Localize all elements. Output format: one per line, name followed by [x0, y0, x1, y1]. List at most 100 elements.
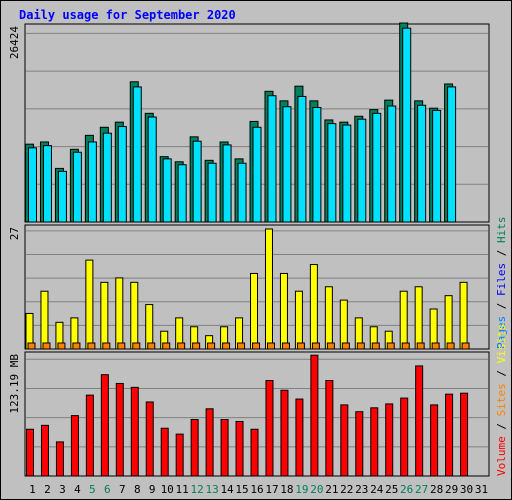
sites-bar: [207, 342, 216, 350]
legend-visits: Visits: [495, 324, 508, 364]
volume-bar: [130, 386, 139, 477]
legend-separator: /: [495, 243, 508, 263]
files-bar: [87, 141, 97, 223]
volume-bar: [250, 428, 259, 477]
sites-bar: [401, 342, 410, 350]
volume-bar: [340, 404, 349, 477]
x-tick-label: 26: [400, 483, 413, 496]
sites-bar: [237, 342, 246, 350]
volume-bar: [445, 393, 454, 477]
files-bar: [222, 144, 232, 223]
visits-bar: [130, 281, 139, 350]
files-bar: [342, 124, 352, 223]
visits-bar: [309, 264, 318, 350]
visits-bar: [279, 272, 288, 350]
volume-bar: [355, 411, 364, 477]
volume-bar: [175, 433, 184, 477]
files-bar: [28, 147, 37, 223]
x-tick-label: 11: [176, 483, 189, 496]
files-bar: [72, 151, 82, 223]
x-tick-label: 3: [59, 483, 66, 496]
x-tick-label: 18: [280, 483, 293, 496]
sites-bar: [311, 342, 320, 350]
x-tick-label: 7: [119, 483, 126, 496]
visits-bar: [145, 304, 154, 350]
files-bar: [447, 86, 457, 223]
files-bar: [417, 104, 427, 223]
visits-bar: [459, 281, 468, 350]
x-tick-label: 23: [355, 483, 368, 496]
volume-bar: [115, 382, 124, 477]
files-bar: [402, 27, 412, 223]
sites-bar: [431, 342, 440, 350]
x-tick-label: 12: [191, 483, 204, 496]
volume-bar: [40, 424, 49, 477]
files-bar: [207, 162, 217, 223]
legend-files: Files: [495, 263, 508, 296]
visits-bar: [40, 290, 49, 350]
volume-bar: [430, 404, 439, 477]
sites-bar: [222, 342, 231, 350]
volume-bar: [190, 419, 199, 477]
sites-bar: [446, 342, 455, 350]
sites-bar: [132, 342, 141, 350]
visits-bar: [115, 277, 124, 350]
x-tick-label: 24: [370, 483, 384, 496]
sites-bar: [102, 342, 111, 350]
files-bar: [102, 132, 112, 223]
volume-bar: [325, 380, 334, 477]
x-tick-label: 22: [340, 483, 353, 496]
sites-bar: [117, 342, 126, 350]
visits-bar: [100, 281, 109, 350]
x-tick-label: 1: [29, 483, 36, 496]
sites-bar: [162, 342, 171, 350]
files-bar: [387, 105, 397, 223]
volume-bar: [26, 428, 34, 477]
visits-bar: [399, 290, 408, 350]
files-bar: [357, 118, 367, 223]
x-tick-label: 17: [265, 483, 278, 496]
legend-volume: Volume: [495, 436, 508, 476]
files-bar: [42, 145, 52, 223]
files-bar: [312, 106, 322, 223]
files-bar: [162, 158, 172, 223]
legend-hits: Hits: [495, 217, 508, 244]
y-max-label-2: 27: [8, 227, 21, 240]
sites-bar: [371, 342, 380, 350]
sites-bar: [42, 342, 51, 350]
sites-bar: [252, 342, 261, 350]
sites-bar: [356, 342, 365, 350]
sites-bar: [416, 342, 425, 350]
x-tick-label: 27: [415, 483, 428, 496]
x-tick-label: 15: [235, 483, 248, 496]
sites-bar: [57, 342, 66, 350]
sites-bar: [266, 342, 275, 350]
x-tick-label: 6: [104, 483, 111, 496]
legend-separator: /: [495, 416, 508, 436]
x-tick-label: 31: [475, 483, 488, 496]
volume-bar: [310, 354, 319, 477]
volume-bar: [70, 415, 79, 477]
sites-bar: [461, 342, 470, 350]
chart-title: Daily usage for September 2020: [19, 8, 236, 22]
sites-bar: [296, 342, 305, 350]
x-tick-label: 30: [460, 483, 473, 496]
sites-bar: [177, 342, 186, 350]
volume-bar: [235, 420, 244, 477]
y-max-label-3: 123.19 MB: [8, 354, 21, 414]
visits-bar: [85, 259, 94, 350]
x-tick-label: 20: [310, 483, 323, 496]
x-tick-label: 19: [295, 483, 308, 496]
sites-bar: [147, 342, 156, 350]
legend-bottom: Volume / Sites / Visits: [495, 324, 508, 476]
legend-top: Pages / Files / Hits: [495, 217, 508, 350]
sites-bar: [27, 342, 36, 350]
volume-bar: [265, 380, 274, 477]
files-bar: [267, 95, 277, 223]
volume-bar: [55, 441, 64, 477]
files-bar: [282, 106, 292, 223]
files-bar: [372, 112, 382, 223]
x-tick-label: 14: [220, 483, 234, 496]
volume-bar: [460, 392, 469, 477]
